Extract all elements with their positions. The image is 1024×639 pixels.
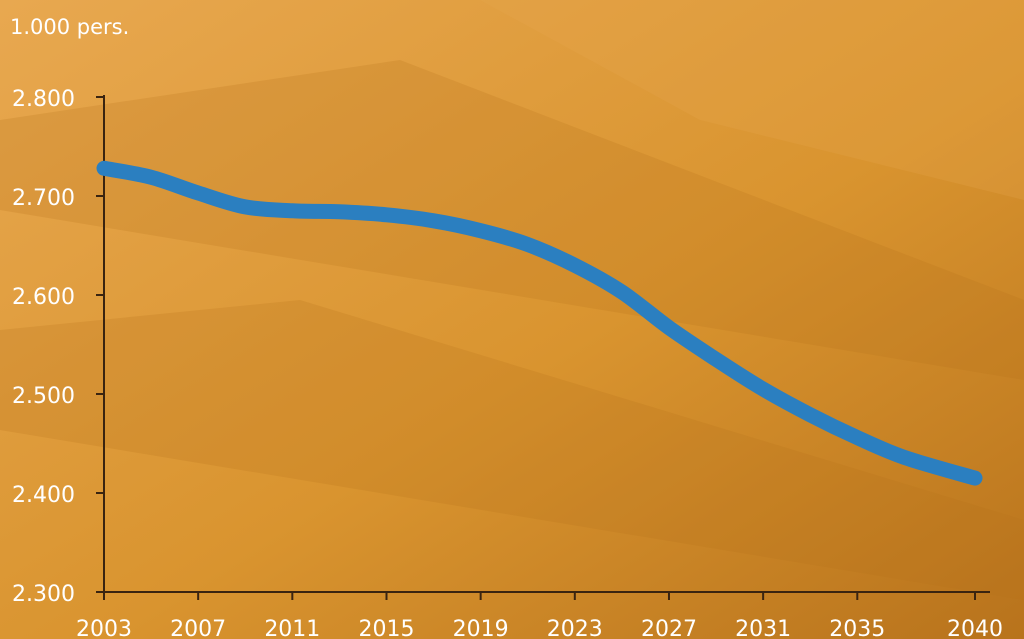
x-tick-label: 2019 bbox=[453, 617, 509, 639]
x-tick-label: 2023 bbox=[547, 617, 603, 639]
data-series bbox=[96, 160, 983, 486]
x-tick-label: 2027 bbox=[641, 617, 697, 639]
texture-band bbox=[0, 300, 1024, 600]
y-tick-label: 2.500 bbox=[12, 384, 75, 409]
texture-band bbox=[0, 60, 1024, 380]
y-tick-label: 2.400 bbox=[12, 483, 75, 508]
x-tick-label: 2040 bbox=[947, 617, 1003, 639]
series-line bbox=[96, 160, 983, 486]
x-tick-label: 2003 bbox=[76, 617, 132, 639]
texture-band bbox=[480, 0, 1024, 200]
background-texture bbox=[0, 0, 1024, 600]
x-tick-label: 2035 bbox=[829, 617, 885, 639]
y-tick-label: 2.800 bbox=[12, 87, 75, 112]
y-tick-label: 2.600 bbox=[12, 285, 75, 310]
x-tick-label: 2007 bbox=[170, 617, 226, 639]
y-tick-label: 2.700 bbox=[12, 186, 75, 211]
x-tick-label: 2011 bbox=[264, 617, 320, 639]
y-tick-label: 2.300 bbox=[12, 582, 75, 607]
y-axis-ticks: 2.800 2.700 2.600 2.500 2.400 2.300 bbox=[12, 87, 104, 607]
unit-label: 1.000 pers. bbox=[10, 15, 129, 39]
x-tick-label: 2031 bbox=[735, 617, 791, 639]
x-tick-label: 2015 bbox=[358, 617, 414, 639]
x-axis-ticks: 2003 2007 2011 2015 2019 2023 2027 2031 2035 2040 bbox=[76, 592, 1003, 639]
